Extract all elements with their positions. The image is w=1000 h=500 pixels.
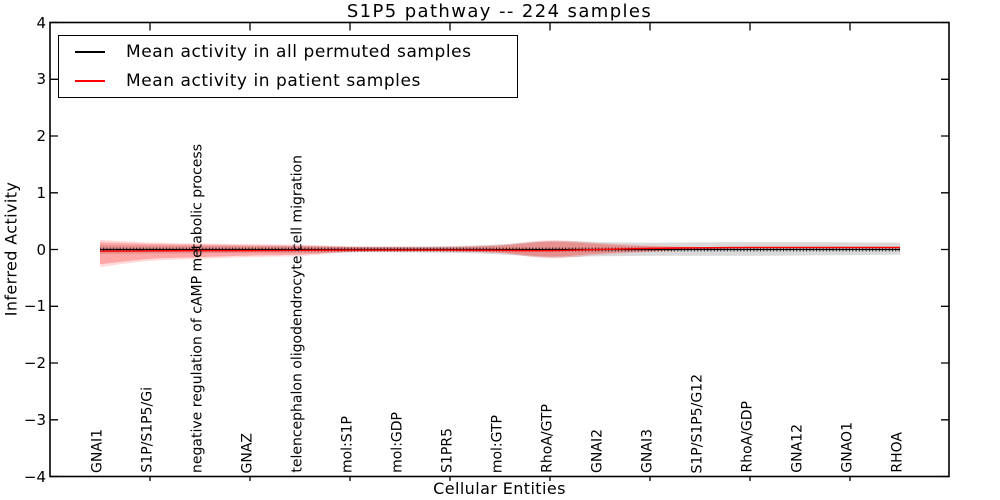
x-tick-label: telencephalon oligodendrocyte cell migra… [289, 155, 306, 473]
legend-item-patient: Mean activity in patient samples [59, 67, 517, 96]
x-axis-label: Cellular Entities [433, 479, 566, 498]
patient-mean-line [99, 246, 900, 252]
x-tick-label: GNAI2 [589, 429, 606, 473]
x-tick-label: RhoA/GTP [539, 404, 556, 473]
legend-item-permuted: Mean activity in all permuted samples [59, 38, 517, 67]
patient-samples-range-outer-band [100, 239, 900, 268]
x-tick-label: RHOA [889, 432, 906, 473]
x-tick-label: RhoA/GDP [739, 401, 756, 473]
axis-ticks [50, 21, 949, 481]
y-tick-label: −2 [23, 354, 46, 372]
legend: Mean activity in all permuted samples Me… [58, 35, 518, 98]
y-tick-label: 4 [36, 13, 46, 32]
plot-frame [49, 21, 950, 478]
x-tick-label: negative regulation of cAMP metabolic pr… [189, 144, 206, 473]
legend-label: Mean activity in patient samples [126, 71, 421, 91]
x-tick-label: S1P/S1P5/Gi [139, 387, 156, 473]
y-tick-label: 0 [36, 240, 46, 259]
chart-title: S1P5 pathway -- 224 samples [346, 1, 653, 22]
x-tick-label: S1P/S1P5/G12 [689, 373, 706, 473]
x-tick-label: mol:GTP [489, 414, 506, 473]
legend-line-red [75, 80, 105, 82]
x-tick-label: GNA12 [789, 424, 806, 473]
legend-label: Mean activity in all permuted samples [126, 42, 472, 62]
y-tick-label: −1 [23, 297, 46, 316]
x-tick-label: mol:S1P [339, 415, 356, 473]
x-tick-label: GNAO1 [839, 422, 856, 473]
legend-line-black [75, 51, 105, 53]
y-tick-label: −3 [23, 410, 46, 429]
y-tick-label: 1 [36, 183, 46, 202]
x-tick-label: mol:GDP [389, 412, 406, 473]
x-tick-label: GNAI3 [639, 429, 656, 473]
y-tick-label: −4 [23, 467, 46, 486]
x-tick-label: GNAZ [239, 432, 256, 474]
y-tick-label: 3 [36, 70, 46, 89]
x-tick-label: S1PR5 [439, 428, 456, 473]
x-tick-label: GNAI1 [89, 429, 106, 473]
y-tick-label: 2 [36, 127, 46, 145]
